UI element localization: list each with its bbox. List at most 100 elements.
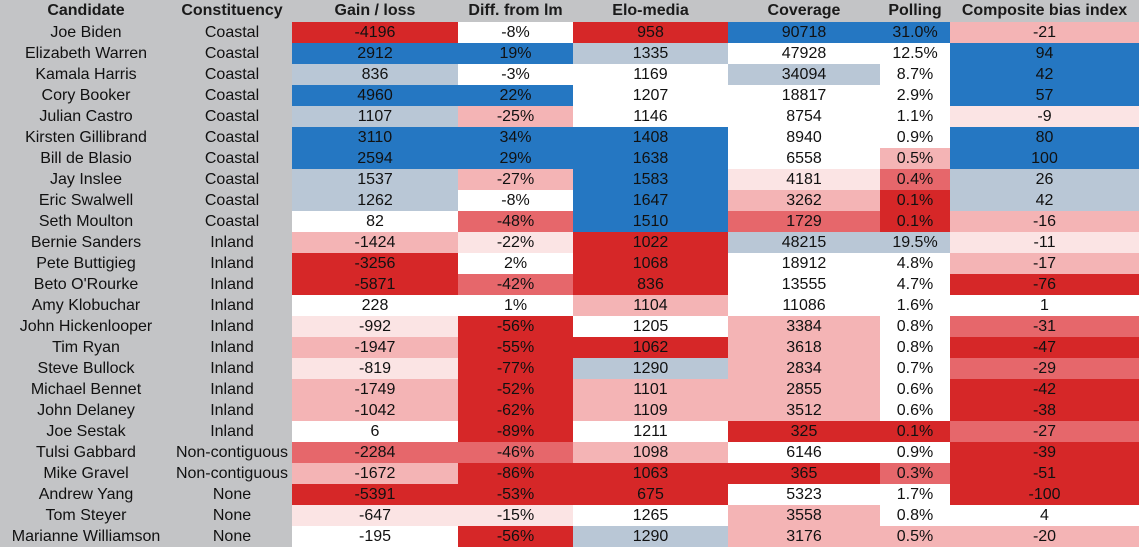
- gain-loss-cell: 1262: [292, 190, 458, 211]
- diff-cell: 19%: [458, 43, 573, 64]
- diff-cell: 34%: [458, 127, 573, 148]
- constituency-cell: Coastal: [172, 127, 292, 148]
- bias-index-cell: -42: [950, 379, 1139, 400]
- diff-cell: -62%: [458, 400, 573, 421]
- constituency-cell: Inland: [172, 295, 292, 316]
- gain-loss-cell: 82: [292, 211, 458, 232]
- constituency-cell: Coastal: [172, 106, 292, 127]
- table-row: John Delaney Inland -1042 -62% 1109 3512 0.6% -…: [0, 400, 1139, 421]
- polling-cell: 8.7%: [880, 64, 950, 85]
- constituency-cell: Inland: [172, 232, 292, 253]
- constituency-cell: Inland: [172, 379, 292, 400]
- candidate-cell: Kamala Harris: [0, 64, 172, 85]
- diff-cell: -27%: [458, 169, 573, 190]
- coverage-cell: 3176: [728, 526, 880, 547]
- diff-cell: 22%: [458, 85, 573, 106]
- elo-media-cell: 1290: [573, 526, 728, 547]
- coverage-cell: 1729: [728, 211, 880, 232]
- constituency-cell: Inland: [172, 253, 292, 274]
- gain-loss-cell: 2594: [292, 148, 458, 169]
- constituency-cell: Coastal: [172, 148, 292, 169]
- table-row: Cory Booker Coastal 4960 22% 1207 18817 2.9% 57: [0, 85, 1139, 106]
- elo-media-cell: 1109: [573, 400, 728, 421]
- bias-index-cell: 1: [950, 295, 1139, 316]
- bias-index-cell: -31: [950, 316, 1139, 337]
- elo-media-cell: 1207: [573, 85, 728, 106]
- polling-cell: 0.4%: [880, 169, 950, 190]
- coverage-cell: 8754: [728, 106, 880, 127]
- table-row: Kamala Harris Coastal 836 -3% 1169 34094 8.7% 4…: [0, 64, 1139, 85]
- elo-media-cell: 1146: [573, 106, 728, 127]
- candidate-cell: Tulsi Gabbard: [0, 442, 172, 463]
- elo-media-cell: 1205: [573, 316, 728, 337]
- diff-cell: -3%: [458, 64, 573, 85]
- diff-cell: -15%: [458, 505, 573, 526]
- constituency-cell: Non-contiguous: [172, 463, 292, 484]
- bias-index-cell: -17: [950, 253, 1139, 274]
- candidate-cell: Amy Klobuchar: [0, 295, 172, 316]
- polling-cell: 31.0%: [880, 22, 950, 43]
- bias-index-cell: -29: [950, 358, 1139, 379]
- coverage-cell: 2855: [728, 379, 880, 400]
- gain-loss-cell: -1672: [292, 463, 458, 484]
- gain-loss-cell: -2284: [292, 442, 458, 463]
- candidate-cell: Tom Steyer: [0, 505, 172, 526]
- diff-cell: -8%: [458, 22, 573, 43]
- elo-media-cell: 675: [573, 484, 728, 505]
- polling-cell: 4.8%: [880, 253, 950, 274]
- elo-media-cell: 1098: [573, 442, 728, 463]
- gain-loss-cell: -3256: [292, 253, 458, 274]
- table-row: Tulsi Gabbard Non-contiguous -2284 -46% 1098…: [0, 442, 1139, 463]
- candidate-cell: Eric Swalwell: [0, 190, 172, 211]
- diff-cell: 1%: [458, 295, 573, 316]
- constituency-cell: Coastal: [172, 211, 292, 232]
- gain-loss-cell: -195: [292, 526, 458, 547]
- elo-media-cell: 1647: [573, 190, 728, 211]
- diff-cell: -52%: [458, 379, 573, 400]
- diff-cell: -77%: [458, 358, 573, 379]
- constituency-cell: Coastal: [172, 85, 292, 106]
- table-row: Bill de Blasio Coastal 2594 29% 1638 6558 0.5%…: [0, 148, 1139, 169]
- table-row: Bernie Sanders Inland -1424 -22% 1022 48215 19…: [0, 232, 1139, 253]
- table-row: Steve Bullock Inland -819 -77% 1290 2834 0.7% -…: [0, 358, 1139, 379]
- candidate-cell: Mike Gravel: [0, 463, 172, 484]
- coverage-cell: 47928: [728, 43, 880, 64]
- table-row: Elizabeth Warren Coastal 2912 19% 1335 47928 1…: [0, 43, 1139, 64]
- elo-media-cell: 1101: [573, 379, 728, 400]
- gain-loss-cell: -1947: [292, 337, 458, 358]
- diff-cell: 29%: [458, 148, 573, 169]
- gain-loss-cell: -992: [292, 316, 458, 337]
- header-row: Candidate Constituency Gain / loss Diff.…: [0, 0, 1139, 22]
- constituency-cell: Inland: [172, 358, 292, 379]
- elo-media-cell: 1211: [573, 421, 728, 442]
- polling-cell: 0.1%: [880, 421, 950, 442]
- header-coverage: Coverage: [728, 0, 880, 22]
- coverage-cell: 18817: [728, 85, 880, 106]
- diff-cell: -25%: [458, 106, 573, 127]
- gain-loss-cell: -1042: [292, 400, 458, 421]
- candidate-cell: Michael Bennet: [0, 379, 172, 400]
- table-row: Joe Sestak Inland 6 -89% 1211 325 0.1% -27: [0, 421, 1139, 442]
- constituency-cell: Inland: [172, 316, 292, 337]
- coverage-cell: 6146: [728, 442, 880, 463]
- coverage-cell: 6558: [728, 148, 880, 169]
- header-gain-loss: Gain / loss: [292, 0, 458, 22]
- elo-media-cell: 1068: [573, 253, 728, 274]
- coverage-cell: 3558: [728, 505, 880, 526]
- gain-loss-cell: 1107: [292, 106, 458, 127]
- diff-cell: -22%: [458, 232, 573, 253]
- constituency-cell: Inland: [172, 337, 292, 358]
- table-row: Marianne Williamson None -195 -56% 1290 3176 0…: [0, 526, 1139, 547]
- candidate-cell: Jay Inslee: [0, 169, 172, 190]
- coverage-cell: 5323: [728, 484, 880, 505]
- constituency-cell: None: [172, 505, 292, 526]
- header-elo-media: Elo-media: [573, 0, 728, 22]
- gain-loss-cell: -5391: [292, 484, 458, 505]
- polling-cell: 0.9%: [880, 127, 950, 148]
- table-row: Pete Buttigieg Inland -3256 2% 1068 18912 4.8%…: [0, 253, 1139, 274]
- gain-loss-cell: -647: [292, 505, 458, 526]
- elo-media-cell: 1062: [573, 337, 728, 358]
- diff-cell: -8%: [458, 190, 573, 211]
- bias-index-cell: -16: [950, 211, 1139, 232]
